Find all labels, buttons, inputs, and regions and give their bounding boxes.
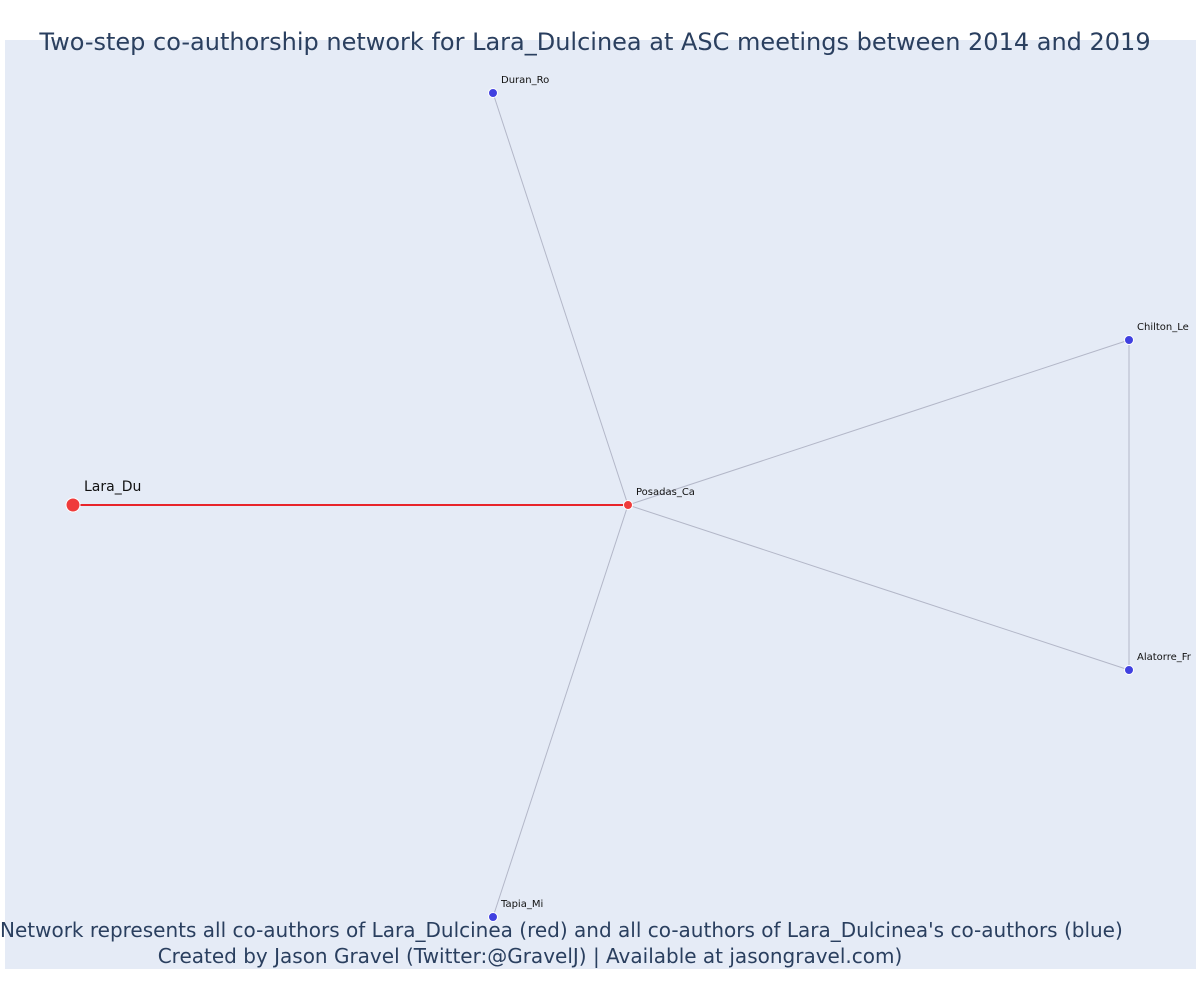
nodes-layer (65, 88, 1134, 922)
edge-posadas-alatorre (627, 504, 1130, 671)
labels-layer: Lara_Du Posadas_Ca Duran_Ro Chilton_Le Alato… (84, 75, 1192, 910)
chart-title: Two-step co-authorship network for Lara_… (39, 28, 1151, 56)
caption-description: Network represents all co-authors of Lar… (0, 918, 1123, 942)
node-duran[interactable] (488, 88, 498, 98)
node-posadas[interactable] (623, 500, 633, 510)
node-label-posadas: Posadas_Ca (636, 487, 695, 498)
node-label-chilton: Chilton_Le (1137, 322, 1189, 333)
node-tapia[interactable] (488, 912, 498, 922)
node-chilton[interactable] (1124, 335, 1134, 345)
node-alatorre[interactable] (1124, 665, 1134, 675)
edge-posadas-tapia (492, 504, 629, 918)
node-label-lara: Lara_Du (84, 479, 141, 495)
node-label-alatorre: Alatorre_Fr (1137, 652, 1192, 663)
caption-credit: Created by Jason Gravel (Twitter:@Gravel… (157, 944, 903, 968)
edge-posadas-chilton (627, 339, 1130, 506)
edge-posadas-duran (492, 92, 629, 506)
node-label-duran: Duran_Ro (501, 75, 549, 86)
node-label-tapia: Tapia_Mi (500, 899, 543, 910)
node-lara[interactable] (65, 497, 81, 513)
edges-layer (73, 92, 1130, 918)
